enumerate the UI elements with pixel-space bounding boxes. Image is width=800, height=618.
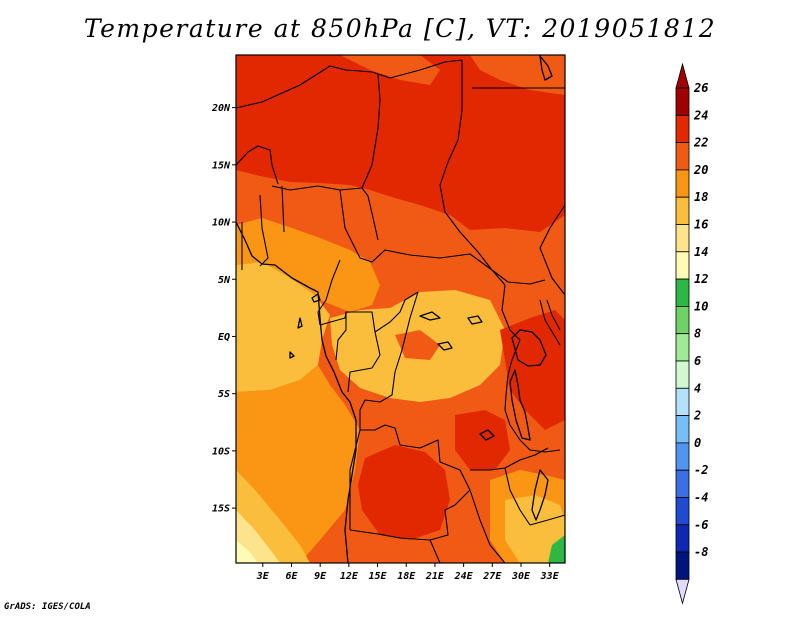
colorbar-label: -8 [694,545,708,559]
field-north-hot [236,55,565,232]
colorbar-swatch [675,114,690,144]
colorbar-label: -6 [694,518,708,532]
temperature-field [236,55,565,563]
colorbar-label: 4 [694,381,701,395]
colorbar-swatch [675,524,690,553]
lat-tick-label: 15S [212,504,230,515]
lat-tick-label: EQ [218,332,230,343]
map-title: Temperature at 850hPa [C], VT: 201905181… [83,14,717,43]
lon-tick-label: 30E [511,571,531,582]
longitude-axis: 3E 6E 9E 12E 15E 18E 21E 24E 27E 30E 33E [256,563,560,582]
field-se-corner-12 [548,535,565,563]
colorbar-swatch [675,305,690,335]
colorbar-swatch [675,87,690,116]
colorbar-label: -4 [694,491,708,505]
lon-tick-label: 27E [482,571,502,582]
lat-tick-label: 15N [212,160,231,171]
colorbar-swatch [675,251,690,280]
colorbar-label: 0 [694,436,701,450]
lon-tick-label: 12E [340,571,359,582]
colorbar-swatch [675,278,690,307]
coastlines [235,55,553,564]
lon-tick-label: 3E [256,571,270,582]
colorbar-swatch [675,333,690,362]
field-central-red [395,330,440,360]
colorbar-swatch [675,142,690,171]
colorbar-swatch [675,196,690,225]
colorbar-label: 10 [694,299,708,313]
lon-tick-label: 9E [314,571,327,582]
colorbar-label: 8 [694,327,701,341]
lon-tick-label: 15E [369,571,388,582]
colorbar-swatch [675,469,690,498]
colorbar-swatch [675,387,690,416]
colorbar-swatch [675,442,690,471]
map-frame [235,54,566,564]
field-east-south-24 [455,410,510,470]
field-sw-corner-14 [236,540,258,563]
colorbar-top-arrow [675,62,690,89]
grads-credit: GrADS: IGES/COLA [4,602,91,612]
lat-tick-label: 20N [211,103,231,114]
colorbar-label: 20 [693,163,708,177]
colorbar-label: 26 [693,81,708,95]
field-west-20 [236,218,380,312]
colorbar-label: 24 [693,108,708,122]
field-north-patch [340,55,440,85]
field-east-24 [500,310,565,430]
colorbar-swatch [675,224,690,253]
lon-tick-label: 21E [425,571,445,582]
colorbar-label: -2 [694,463,708,477]
colorbar-swatch [675,551,690,580]
lon-tick-label: 18E [397,571,416,582]
lon-tick-label: 33E [540,571,560,582]
colorbar-swatch [675,169,690,198]
lat-tick-label: 5N [218,275,231,286]
colorbar-label: 14 [694,245,708,259]
lon-tick-label: 6E [285,571,298,582]
colorbar-label: 18 [694,190,708,204]
colorbar-swatch [675,360,690,389]
colorbar-label: 6 [694,354,701,368]
colorbar-label: 16 [694,218,708,232]
country-borders [235,59,566,564]
colorbar-label: 22 [693,136,708,150]
lon-tick-label: 24E [454,571,474,582]
latitude-axis: 20N 15N 10N 5N EQ 5S 10S 15S [211,103,236,515]
colorbar-swatch [675,415,690,444]
lat-tick-label: 10N [212,218,231,229]
colorbar-bottom-arrow [675,579,690,605]
colorbar-swatch [675,497,690,526]
colorbar-label: 2 [693,409,701,423]
field-se-18 [505,495,565,563]
field-atlantic-18 [236,262,330,392]
lat-tick-label: 10S [212,446,230,457]
lat-tick-label: 5S [218,389,230,400]
colorbar-label: 12 [694,272,708,286]
field-angola-24 [358,445,450,540]
